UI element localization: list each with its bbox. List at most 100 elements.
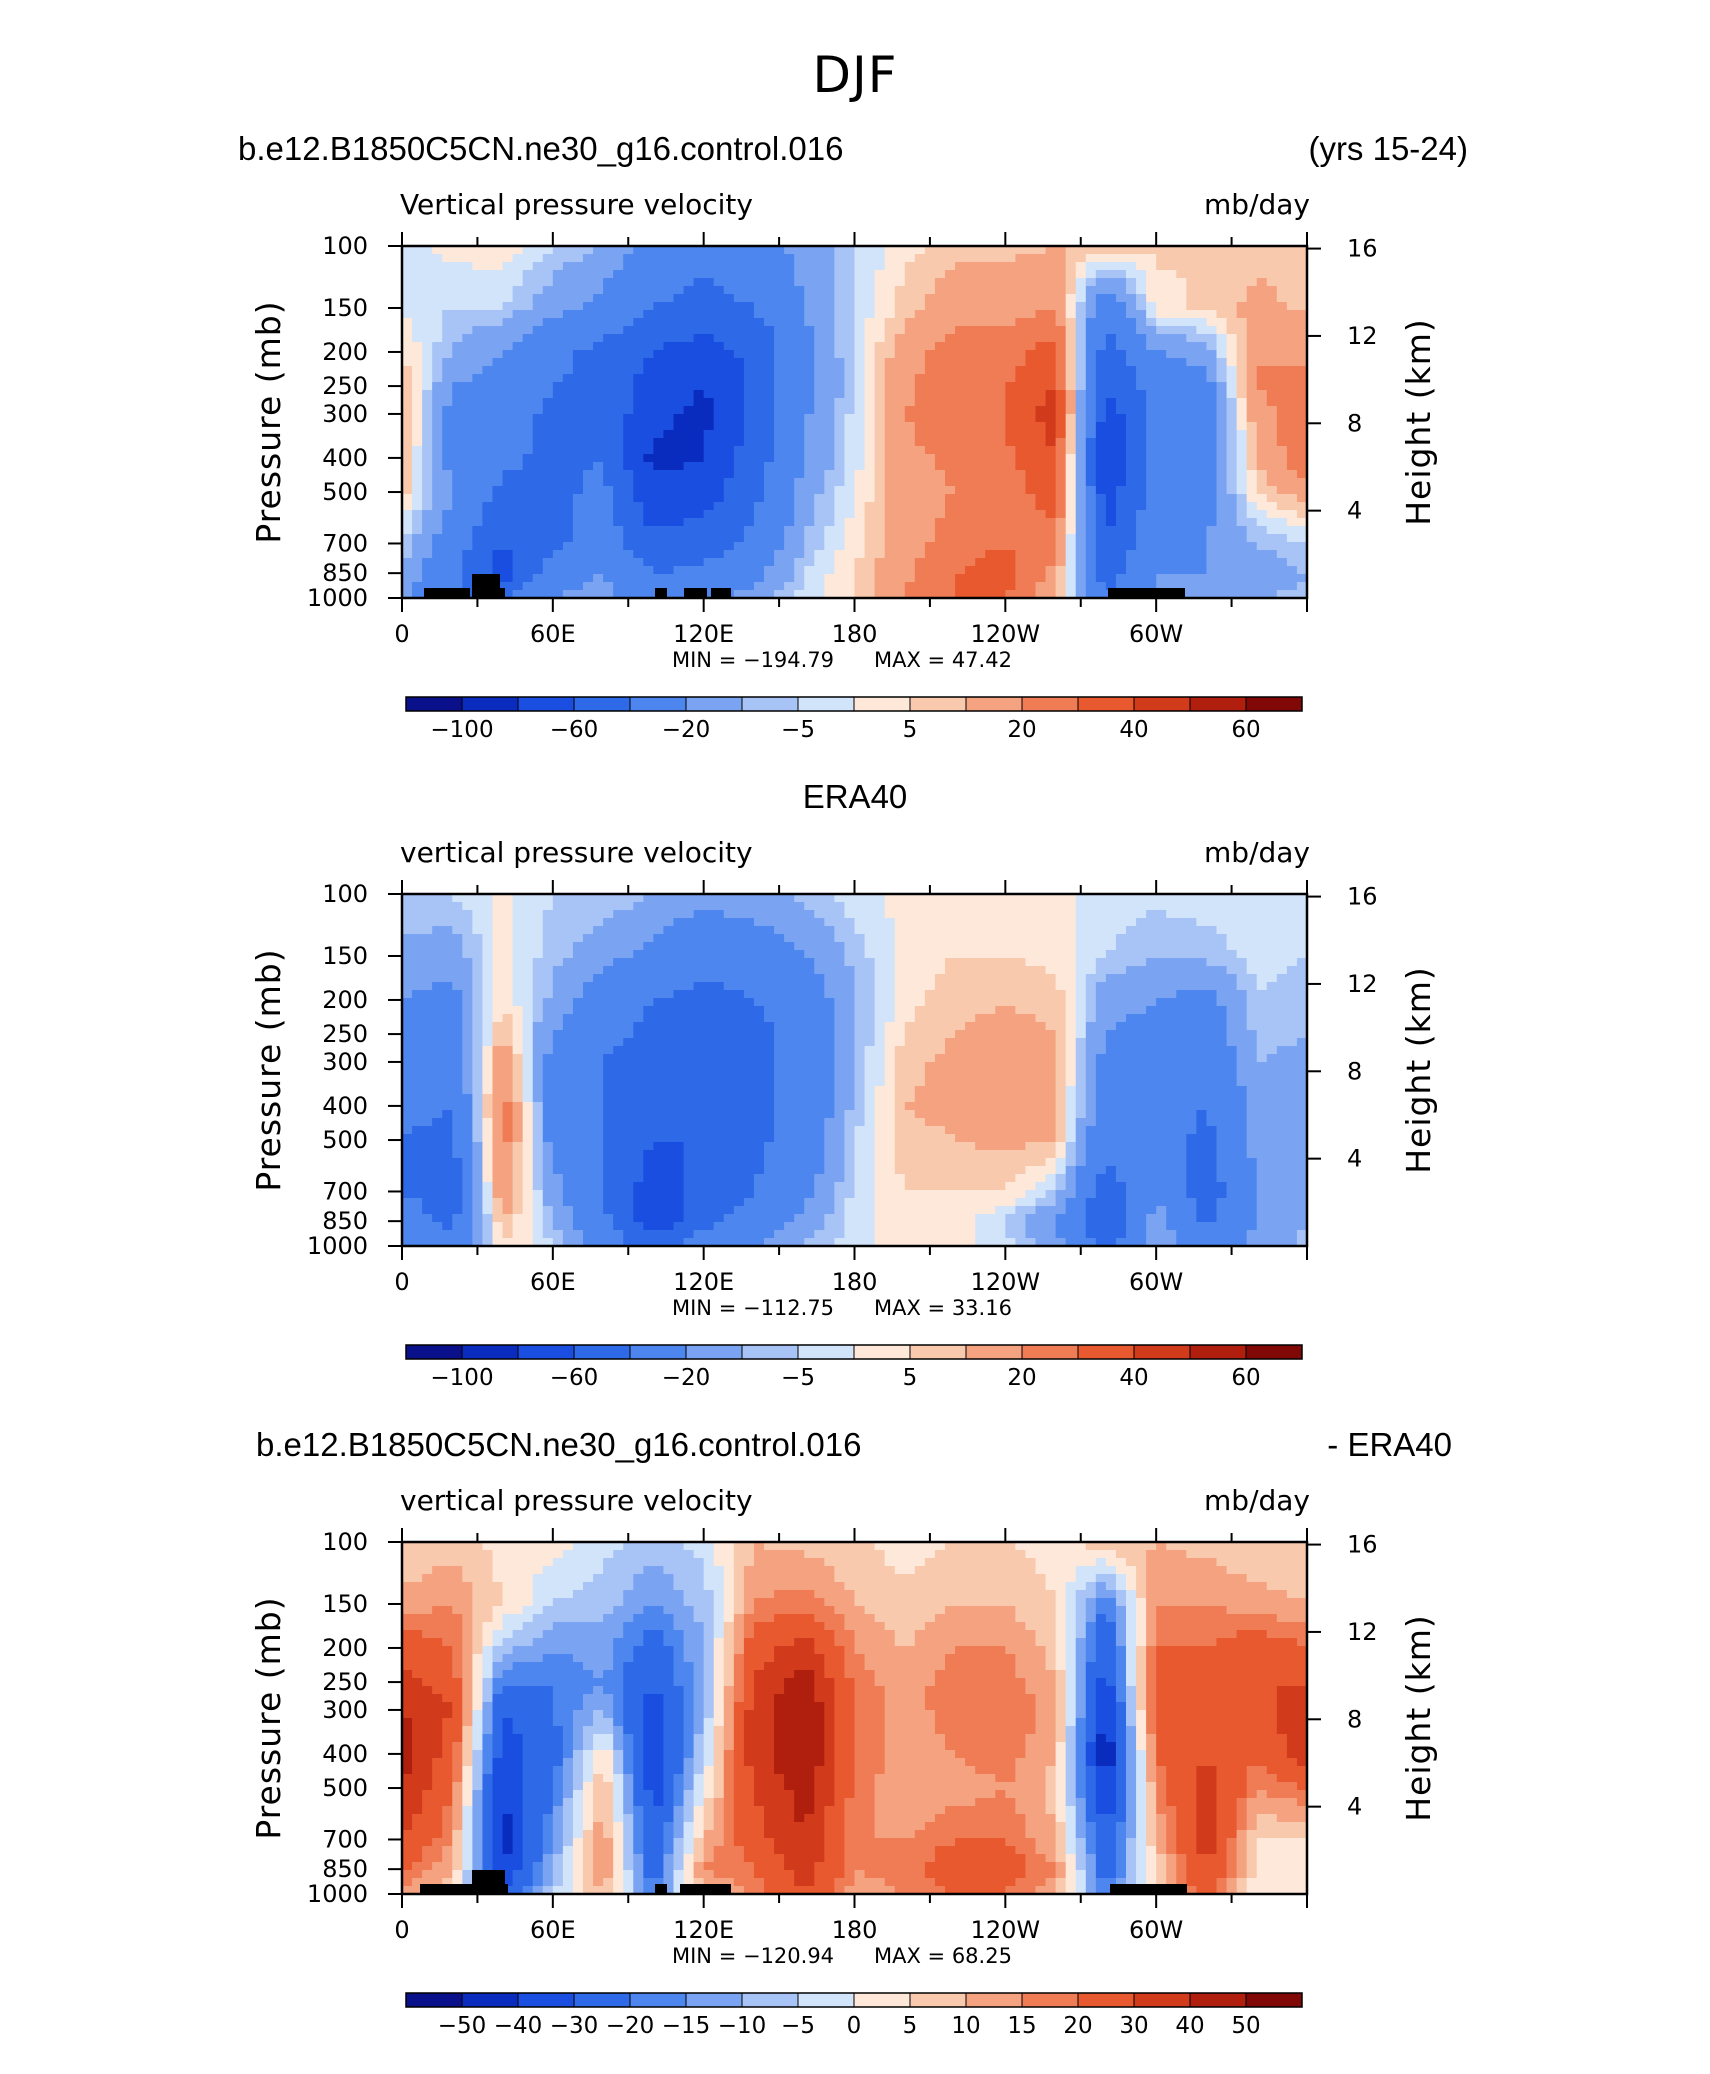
contour-cell: [814, 422, 825, 431]
contour-cell: [1136, 366, 1147, 375]
contour-cell: [1105, 414, 1117, 423]
contour-cell: [743, 934, 755, 943]
contour-cell: [1266, 246, 1278, 255]
contour-cell: [1186, 462, 1197, 471]
contour-cell: [512, 590, 524, 599]
contour-cell: [854, 454, 866, 463]
contour-cell: [522, 302, 534, 311]
contour-cell: [442, 526, 453, 535]
contour-cell: [1126, 574, 1137, 583]
contour-cell: [894, 414, 906, 423]
contour-cell: [743, 254, 755, 263]
contour-cell: [965, 942, 976, 951]
contour-cell: [673, 358, 685, 367]
contour-cell: [1266, 262, 1278, 271]
contour-cell: [1105, 358, 1117, 367]
contour-cell: [894, 462, 906, 471]
contour-cell: [985, 518, 996, 527]
contour-cell: [552, 390, 564, 399]
contour-cell: [633, 302, 644, 311]
y-tick-label: 850: [322, 559, 368, 587]
contour-cell: [583, 294, 594, 303]
contour-cell: [1186, 310, 1197, 319]
contour-cell: [733, 270, 745, 279]
contour-cell: [452, 558, 463, 567]
contour-cell: [1095, 902, 1107, 911]
contour-cell: [653, 502, 665, 511]
contour-cell: [1246, 910, 1258, 919]
contour-cell: [562, 438, 574, 447]
contour-cell: [743, 390, 755, 399]
contour-cell: [522, 550, 534, 559]
contour-cell: [532, 390, 544, 399]
contour-cell: [1276, 478, 1288, 487]
contour-cell: [1166, 502, 1177, 511]
contour-cell: [965, 486, 976, 495]
contour-cell: [864, 462, 876, 471]
contour-cell: [1015, 422, 1027, 431]
contour-cell: [1126, 374, 1137, 383]
contour-cell: [1246, 934, 1258, 943]
contour-cell: [1095, 534, 1107, 543]
contour-cell: [794, 558, 805, 567]
contour-cell: [1115, 494, 1127, 503]
contour-cell: [1126, 470, 1137, 479]
contour-cell: [633, 894, 644, 903]
contour-cell: [874, 430, 886, 439]
contour-cell: [844, 518, 856, 527]
contour-cell: [733, 390, 745, 399]
contour-cell: [1246, 358, 1258, 367]
contour-cell: [824, 430, 835, 439]
contour-cell: [412, 270, 423, 279]
contour-cell: [693, 934, 705, 943]
contour-cell: [743, 270, 755, 279]
contour-cell: [814, 934, 825, 943]
contour-cell: [1176, 470, 1187, 479]
contour-cell: [844, 342, 856, 351]
contour-cell: [884, 902, 896, 911]
contour-cell: [794, 550, 805, 559]
contour-cell: [402, 270, 413, 279]
contour-cell: [834, 542, 846, 551]
contour-cell: [934, 550, 946, 559]
contour-cell: [784, 430, 795, 439]
contour-cell: [764, 950, 775, 959]
contour-cell: [683, 294, 695, 303]
contour-cell: [623, 310, 634, 319]
contour-cell: [402, 502, 413, 511]
contour-cell: [794, 350, 805, 359]
contour-cell: [1065, 494, 1077, 503]
contour-cell: [824, 958, 835, 967]
contour-cell: [1296, 254, 1308, 263]
contour-cell: [562, 358, 574, 367]
contour-cell: [683, 390, 695, 399]
contour-cell: [1075, 518, 1087, 527]
contour-cell: [673, 918, 685, 927]
contour-cell: [1085, 902, 1097, 911]
contour-cell: [894, 566, 906, 575]
contour-cell: [934, 510, 946, 519]
contour-cell: [1186, 582, 1197, 591]
contour-cell: [572, 918, 584, 927]
contour-cell: [683, 566, 695, 575]
contour-cell: [844, 590, 856, 599]
contour-cell: [1286, 438, 1298, 447]
contour-cell: [502, 358, 514, 367]
contour-cell: [854, 574, 866, 583]
contour-cell: [1256, 374, 1268, 383]
contour-cell: [1075, 942, 1087, 951]
contour-cell: [924, 934, 936, 943]
contour-cell: [552, 342, 564, 351]
contour-cell: [854, 950, 866, 959]
contour-cell: [452, 518, 463, 527]
contour-cell: [774, 446, 785, 455]
contour-cell: [402, 374, 413, 383]
contour-cell: [814, 894, 825, 903]
contour-cell: [814, 494, 825, 503]
contour-cell: [482, 950, 494, 959]
contour-cell: [874, 966, 886, 975]
contour-cell: [1176, 262, 1187, 271]
contour-cell: [945, 342, 956, 351]
contour-cell: [723, 926, 735, 935]
contour-cell: [784, 502, 795, 511]
